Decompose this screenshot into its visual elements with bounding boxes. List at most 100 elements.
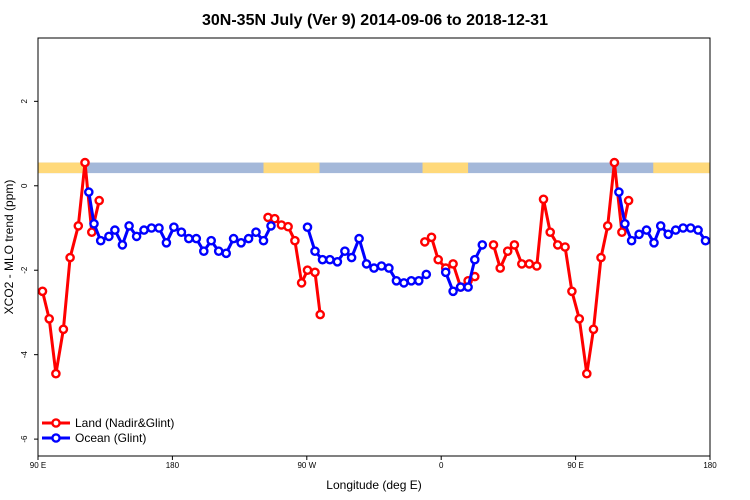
series-1-point-3-10 [685,223,696,233]
legend: Land (Nadir&Glint)Ocean (Glint) [42,416,174,445]
series-1-point-0-13 [176,227,187,237]
series-1-point-3-1 [620,218,630,229]
series-1-point-1-6 [346,252,357,263]
series-1-point-2-0 [440,267,451,278]
series-1-point-3-8 [670,225,681,235]
series-0-point-3-5 [524,259,535,269]
y-axis-label: XCO2 - MLO trend (ppm) [2,180,16,315]
series-1-line-1 [306,226,428,285]
series-1-point-0-24 [258,235,269,246]
series-1-point-0-19 [221,248,231,259]
series-1-point-1-9 [369,263,379,273]
legend-label-0: Land (Nadir&Glint) [75,416,174,430]
series-1-point-2-2 [455,282,466,292]
series-1-point-3-2 [626,235,637,246]
series-1-point-0-6 [124,221,134,231]
series-0-point-2-4 [448,259,458,269]
series-1-point-1-3 [325,254,335,265]
series-0-point-1-4 [290,235,300,246]
series-1-point-0-5 [117,240,128,250]
series-0-point-3-18 [617,227,627,237]
series-1-point-0-11 [161,237,172,248]
series-1-point-3-12 [700,235,711,246]
series-0-point-1-1 [269,213,280,224]
series-0-point-3-3 [509,240,520,250]
series-0-point-3-8 [545,227,556,237]
series-0-point-3-13 [582,368,592,379]
series-1-point-3-4 [641,225,652,235]
series-1-point-0-15 [191,233,202,244]
series-0-point-1-7 [310,267,320,278]
series-1-point-0-10 [154,223,164,233]
y-tick-label-0: 2 [20,99,29,104]
band-ocean [38,162,710,174]
series-0-point-3-2 [502,246,513,256]
y-tick-label-4: -6 [20,435,29,443]
series-1-point-3-3 [634,229,644,240]
series-0-point-3-4 [517,259,527,269]
series-1-point-0-25 [266,221,276,231]
series-1-point-1-2 [317,254,328,265]
series-0-point-1-5 [296,278,307,288]
x-tick-label-3: 0 [439,461,444,470]
land-ocean-mask-band [38,162,710,174]
band-land-0 [38,162,87,174]
y-tick-label-1: 0 [20,183,29,188]
series-0-point-0-0 [37,286,48,297]
series-1-point-0-17 [206,235,216,246]
series-0-point-3-11 [567,286,577,297]
series-1-point-0-8 [139,225,149,235]
series-1-point-0-21 [236,237,246,248]
legend-label-1: Ocean (Glint) [75,431,146,445]
series-1-point-3-9 [678,223,688,233]
series-1-point-2-4 [469,254,480,265]
series-1-point-1-15 [413,275,424,286]
series-0-point-3-17 [609,157,620,168]
x-axis: 90 E 180 90 W 0 90 E 180 [30,456,717,470]
series-0-point-0-4 [65,252,75,263]
plot-frame [37,37,711,457]
series-0-point-0-5 [73,221,84,231]
x-tick-label-0: 90 E [30,461,46,470]
series-1-point-0-12 [169,222,179,232]
x-tick-label-1: 180 [166,461,180,470]
series-1-point-2-3 [463,282,473,292]
series-0-point-0-8 [94,195,104,206]
series-1-point-1-10 [376,261,387,271]
series-0-point-2-1 [426,232,437,243]
series-0-point-3-0 [488,240,499,250]
y-tick-label-3: -4 [20,351,29,359]
series-1-point-0-22 [243,233,254,244]
series-1-point-0-18 [213,246,224,256]
series-0-point-0-7 [87,227,97,237]
series-0-line-1 [267,215,322,315]
series-0 [37,157,634,379]
series-0-point-3-10 [560,242,570,252]
series-0-point-3-6 [532,261,542,271]
series-0-point-0-1 [44,313,55,324]
series-1-point-1-14 [406,275,417,286]
series-1-point-1-8 [361,259,372,269]
series-1-point-1-4 [332,256,343,267]
series-1-point-1-7 [354,233,364,244]
y-axis: 2 0 -2 -4 -6 [20,99,38,443]
series-0-point-2-0 [419,237,430,247]
series-0-point-3-16 [602,221,613,231]
x-tick-label-5: 180 [703,461,717,470]
series-1-point-3-5 [649,237,659,248]
series-1-point-0-23 [251,227,261,237]
series-1-point-0-0 [84,187,94,197]
series-0-point-0-3 [58,324,69,335]
series-1-point-0-16 [198,246,209,256]
series-0-point-3-14 [588,324,599,335]
y-tick-label-2: -2 [20,266,29,274]
series-layer [37,157,711,379]
series-0-point-0-6 [80,157,90,168]
series-1-point-1-13 [399,278,409,288]
chart-title: 30N-35N July (Ver 9) 2014-09-06 to 2018-… [202,12,548,29]
series-1-point-1-0 [302,222,313,232]
series-1-point-1-16 [421,269,432,280]
series-0-point-3-19 [623,195,634,206]
series-1-point-1-5 [340,246,350,256]
